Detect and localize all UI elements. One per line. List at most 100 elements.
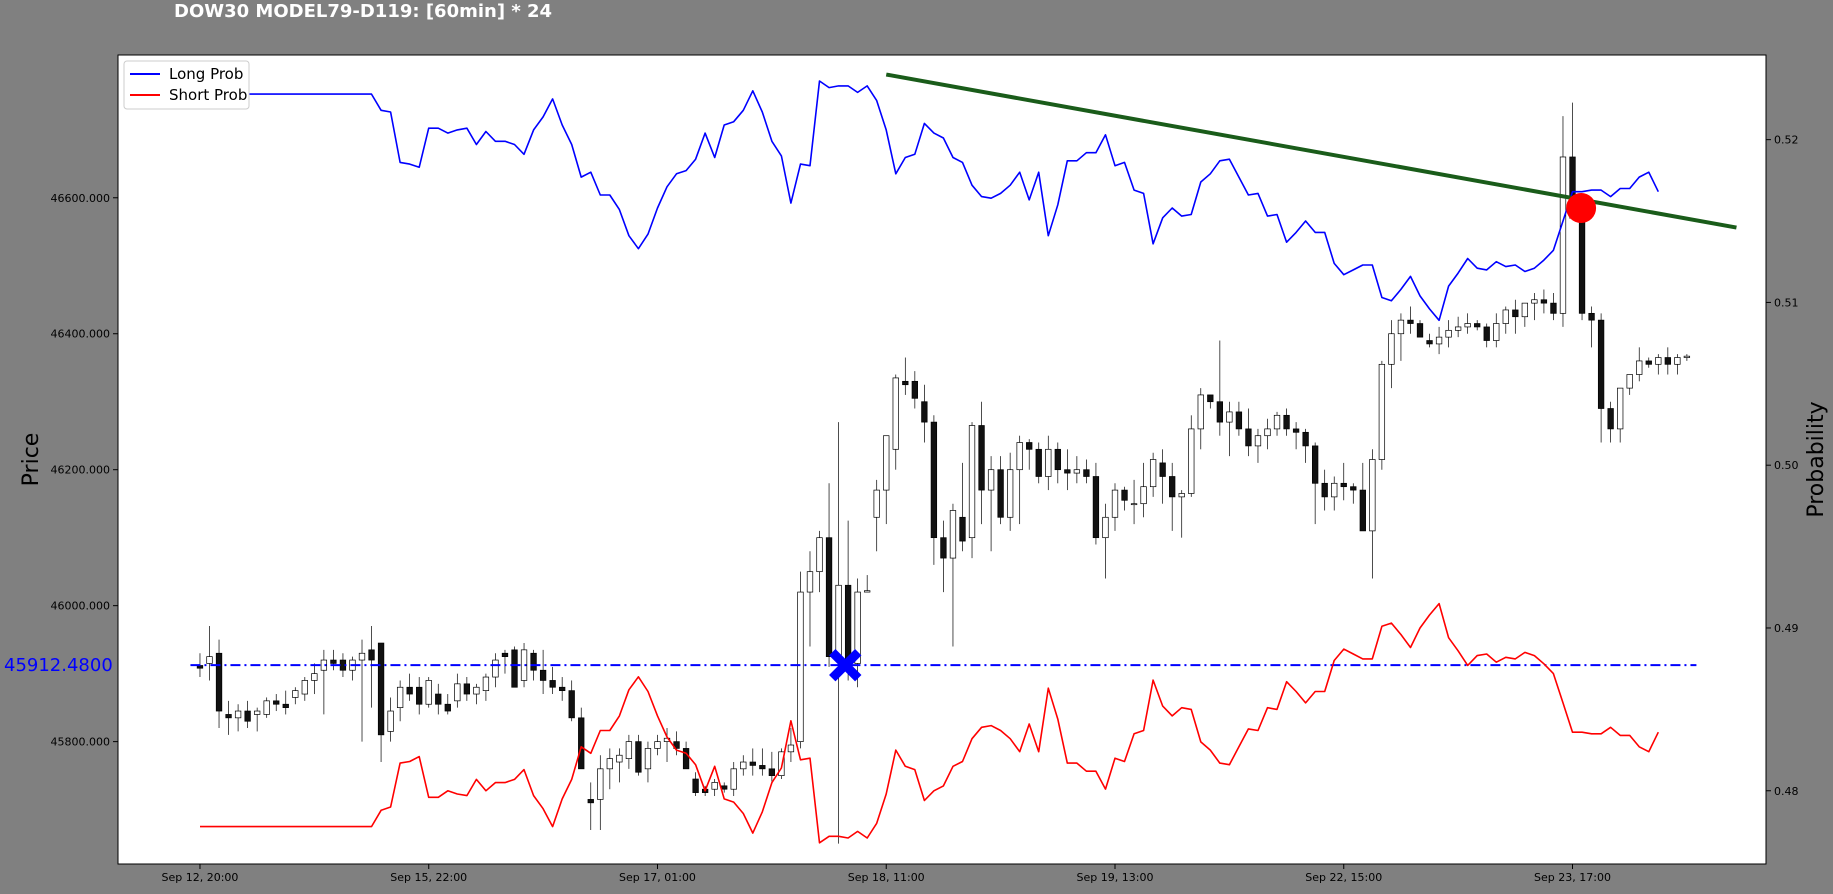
candle-body-up (949, 510, 957, 559)
candle (778, 748, 785, 780)
candle-body-up (1149, 459, 1157, 488)
candle (454, 673, 461, 708)
candle-body-down (930, 421, 938, 539)
candle (587, 782, 594, 831)
x-tick-label: Sep 22, 15:00 (1305, 871, 1382, 884)
candle-body-down (406, 686, 413, 695)
candle-body-up (425, 680, 432, 705)
candle-body-down (1645, 360, 1652, 365)
candle (968, 422, 976, 559)
candle (377, 642, 385, 763)
candle-body-up (1464, 323, 1471, 328)
candle (1597, 313, 1605, 443)
candle (1521, 302, 1529, 327)
candle-body-down (759, 765, 766, 770)
candle (959, 462, 966, 552)
candle-body-down (902, 380, 909, 386)
x-tick-label: Sep 17, 01:00 (619, 871, 696, 884)
candle-body-up (1454, 326, 1462, 331)
candle-body-up (301, 680, 308, 695)
candle-body-down (1054, 448, 1061, 471)
candle (1169, 462, 1176, 531)
candle (1273, 411, 1281, 436)
candle (1664, 347, 1671, 375)
candle (1588, 306, 1595, 348)
candle (416, 677, 423, 715)
candle (1207, 394, 1214, 409)
candle (597, 755, 604, 831)
candle (654, 734, 661, 756)
candle-body-down (1512, 309, 1519, 318)
candle (406, 673, 413, 701)
candle (263, 697, 270, 718)
candle (1388, 320, 1395, 389)
candle (730, 762, 737, 797)
candle-body-down (530, 652, 537, 671)
candle (387, 697, 394, 742)
candle (1350, 483, 1357, 504)
candle (806, 551, 814, 647)
left-tick-label: 46400.000 (51, 328, 111, 341)
candle-body-down (244, 710, 251, 722)
candle-body-down (1607, 408, 1614, 430)
candle-body-up (1130, 503, 1138, 506)
left-tick-label: 46600.000 (51, 192, 111, 205)
candle (578, 707, 585, 770)
candle (273, 694, 280, 712)
legend-label-long: Long Prob (169, 65, 243, 83)
candle-body-up (1331, 482, 1338, 498)
candle (749, 748, 756, 776)
candle-body-down (377, 642, 385, 736)
candle-body-up (1655, 357, 1662, 365)
candle-body-up (778, 751, 785, 776)
candle-body-up (730, 768, 737, 790)
tick-group: 45800.000 46000.000 46200.000 46400.000 4660… (51, 134, 1799, 884)
candle-body-up (1102, 516, 1109, 539)
candle (1302, 428, 1309, 463)
candle-body-down (1664, 357, 1671, 365)
candle-body-up (892, 377, 899, 450)
candle-body-up (787, 744, 795, 753)
candle-body-up (1197, 394, 1204, 430)
candle (1531, 292, 1538, 321)
candle (1378, 360, 1386, 470)
candle (1149, 452, 1157, 497)
candle (1321, 469, 1328, 511)
candle-body-up (864, 590, 871, 593)
candle (1369, 449, 1376, 579)
candle (358, 639, 366, 742)
candle-body-down (911, 380, 918, 399)
candle (797, 571, 804, 749)
candle (368, 626, 375, 708)
right-tick-label: 0.48 (1774, 785, 1799, 798)
candle-body-up (1636, 360, 1643, 375)
candle (1540, 289, 1548, 314)
candle (215, 639, 223, 729)
candle (1454, 316, 1462, 338)
candle-body-down (416, 686, 423, 705)
candle (1359, 462, 1366, 532)
legend: Long Prob Short Prob (123, 60, 250, 110)
candle-body-up (1016, 442, 1023, 471)
candle-body-up (234, 710, 242, 719)
candle-body-down (1312, 445, 1319, 484)
candle-body-up (1445, 329, 1452, 338)
candle-body-up (206, 656, 213, 664)
candle-body-down (921, 401, 928, 423)
candle (997, 456, 1004, 525)
candle (1292, 422, 1300, 450)
candle-body-up (396, 686, 404, 708)
candle (559, 677, 566, 701)
candle-body-up (1674, 357, 1681, 365)
candle (1340, 462, 1347, 501)
candle-body-down (1588, 312, 1595, 321)
candle (1226, 401, 1233, 457)
candle (682, 741, 690, 770)
candle (1102, 503, 1109, 579)
candle-body-down (1474, 323, 1481, 328)
candle (511, 646, 518, 688)
plot-area (117, 54, 1767, 865)
candle (740, 755, 747, 776)
candle-body-up (835, 584, 842, 661)
candle (301, 677, 308, 701)
